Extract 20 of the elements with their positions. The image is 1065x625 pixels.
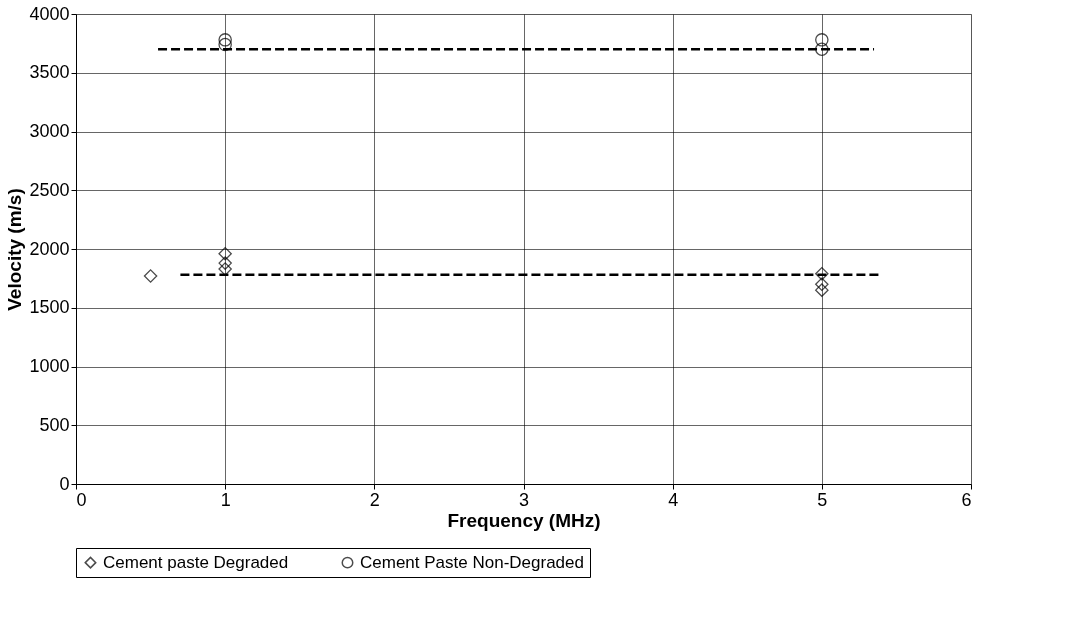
x-tick-label: 0 (76, 489, 87, 510)
x-tick-label: 2 (369, 489, 380, 510)
y-tick-label: 1500 (29, 297, 70, 318)
x-tick-label: 6 (961, 489, 972, 510)
y-axis-title: Velocity (m/s) (4, 188, 26, 311)
x-tick-label: 4 (668, 489, 679, 510)
legend-label: Cement Paste Non-Degraded (360, 552, 584, 572)
y-tick-label: 0 (59, 473, 70, 494)
y-tick-label: 1000 (29, 356, 70, 376)
y-tick-label: 500 (39, 414, 70, 435)
x-axis-title: Frequency (MHz) (447, 509, 601, 531)
x-tick-label: 5 (817, 489, 828, 510)
y-tick-label: 3500 (29, 62, 70, 83)
x-tick-label: 3 (518, 489, 530, 510)
y-tick-label: 2500 (29, 179, 70, 200)
y-tick-label: 3000 (29, 121, 70, 141)
y-tick-label: 4000 (29, 3, 70, 24)
legend-label: Cement paste Degraded (103, 552, 289, 572)
x-tick-label: 1 (220, 489, 231, 510)
y-tick-label: 2000 (29, 238, 70, 259)
